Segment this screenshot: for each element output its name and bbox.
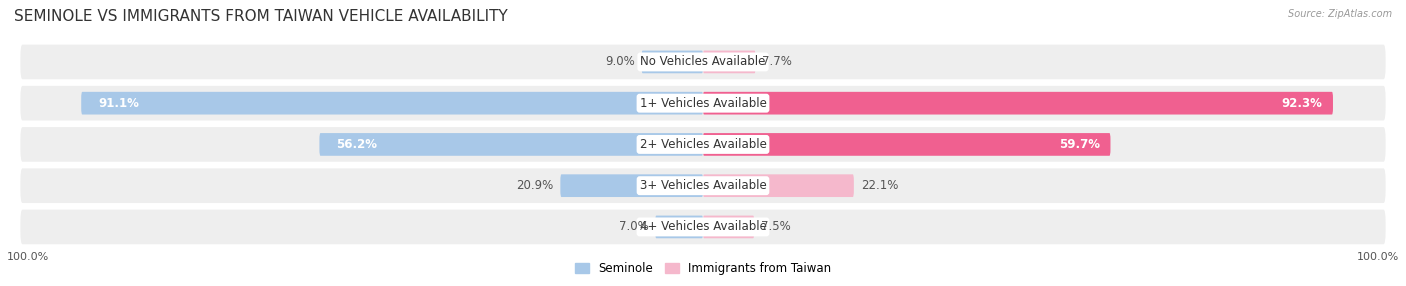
Text: 20.9%: 20.9% [516, 179, 554, 192]
FancyBboxPatch shape [561, 174, 703, 197]
FancyBboxPatch shape [655, 216, 703, 238]
Text: 7.0%: 7.0% [619, 221, 648, 233]
Text: 9.0%: 9.0% [605, 55, 634, 68]
FancyBboxPatch shape [21, 127, 1385, 162]
Legend: Seminole, Immigrants from Taiwan: Seminole, Immigrants from Taiwan [569, 258, 837, 280]
Text: 91.1%: 91.1% [98, 97, 139, 110]
FancyBboxPatch shape [82, 92, 703, 114]
FancyBboxPatch shape [21, 168, 1385, 203]
Text: 100.0%: 100.0% [7, 253, 49, 262]
Text: Source: ZipAtlas.com: Source: ZipAtlas.com [1288, 9, 1392, 19]
Text: 92.3%: 92.3% [1282, 97, 1323, 110]
FancyBboxPatch shape [319, 133, 703, 156]
FancyBboxPatch shape [703, 133, 1111, 156]
Text: 4+ Vehicles Available: 4+ Vehicles Available [640, 221, 766, 233]
FancyBboxPatch shape [703, 216, 754, 238]
Text: 22.1%: 22.1% [860, 179, 898, 192]
FancyBboxPatch shape [703, 92, 1333, 114]
FancyBboxPatch shape [703, 174, 853, 197]
Text: SEMINOLE VS IMMIGRANTS FROM TAIWAN VEHICLE AVAILABILITY: SEMINOLE VS IMMIGRANTS FROM TAIWAN VEHIC… [14, 9, 508, 23]
Text: 59.7%: 59.7% [1059, 138, 1101, 151]
Text: 56.2%: 56.2% [336, 138, 377, 151]
Text: 7.7%: 7.7% [762, 55, 792, 68]
FancyBboxPatch shape [641, 51, 703, 73]
Text: 1+ Vehicles Available: 1+ Vehicles Available [640, 97, 766, 110]
Text: 7.5%: 7.5% [761, 221, 790, 233]
FancyBboxPatch shape [21, 210, 1385, 244]
Text: 2+ Vehicles Available: 2+ Vehicles Available [640, 138, 766, 151]
Text: No Vehicles Available: No Vehicles Available [640, 55, 766, 68]
Text: 100.0%: 100.0% [1357, 253, 1399, 262]
FancyBboxPatch shape [21, 86, 1385, 120]
FancyBboxPatch shape [21, 45, 1385, 79]
Text: 3+ Vehicles Available: 3+ Vehicles Available [640, 179, 766, 192]
FancyBboxPatch shape [703, 51, 755, 73]
